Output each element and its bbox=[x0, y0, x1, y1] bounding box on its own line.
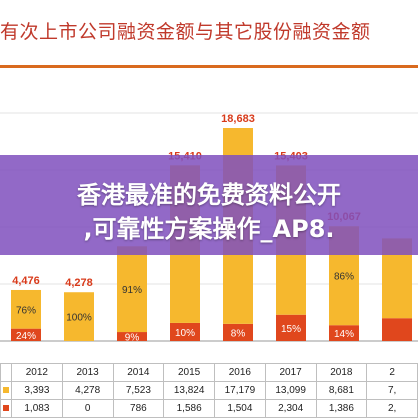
bar-segment-upper-2013 bbox=[64, 292, 94, 341]
bar-segment-lower-2016 bbox=[223, 323, 253, 341]
promo-overlay-banner: 香港最准的免费资料公开 ,可靠性方案操作_AP8. bbox=[0, 155, 418, 255]
data-label-lower-2015: 10% bbox=[175, 328, 195, 339]
table-cell: 2015 bbox=[163, 363, 215, 382]
table-key-cell bbox=[0, 381, 12, 400]
chart-title: 有次上市公司融资金额与其它股份融资金额 bbox=[0, 21, 371, 43]
table-year-row: 2012 2013 2014 2015 2016 2017 2018 2 bbox=[0, 363, 418, 382]
table-cell: 2 bbox=[366, 363, 418, 382]
table-cell: 17,179 bbox=[214, 381, 266, 400]
bar-segment-lower-2017 bbox=[276, 314, 306, 341]
data-label-lower-2016: 8% bbox=[231, 328, 246, 339]
data-label-upper-2018: 86% bbox=[334, 272, 354, 283]
bar-segment-lower-2015 bbox=[170, 322, 200, 341]
data-label-lower-2018: 14% bbox=[334, 329, 354, 340]
table-row: 3,393 4,278 7,523 13,824 17,179 13,099 8,681 7, bbox=[0, 381, 418, 400]
legend-swatch bbox=[3, 405, 9, 412]
overlay-text-line-2: ,可靠性方案操作_AP8. bbox=[83, 215, 335, 243]
total-label-2016: 18,683 bbox=[221, 113, 255, 125]
legend-swatch bbox=[3, 387, 9, 394]
table-cell: 4,278 bbox=[61, 381, 114, 400]
table-cell: 1,386 bbox=[315, 399, 368, 418]
data-label-lower-2012: 24% bbox=[16, 331, 36, 342]
data-label-lower-2014: 9% bbox=[125, 333, 140, 344]
table-cell: 2012 bbox=[11, 363, 63, 382]
bar-segment-lower-2014 bbox=[117, 332, 147, 341]
bar-segment-lower-2012 bbox=[11, 328, 41, 341]
table-cell: 2014 bbox=[112, 363, 165, 382]
table-cell: 7, bbox=[366, 381, 418, 400]
bar-segment-lower-2018 bbox=[329, 325, 359, 341]
data-table: 2012 2013 2014 2015 2016 2017 2018 2 3,393 4,278 7… bbox=[0, 363, 418, 418]
table-cell: 13,824 bbox=[163, 381, 215, 400]
table-cell: 7,523 bbox=[112, 381, 165, 400]
table-cell: 2017 bbox=[264, 363, 317, 382]
table-cell: 786 bbox=[112, 399, 165, 418]
table-cell: 1,083 bbox=[11, 399, 63, 418]
data-label-upper-2013: 100% bbox=[66, 313, 92, 324]
table-cell: 2, bbox=[366, 399, 418, 418]
table-key-cell bbox=[0, 363, 12, 382]
table-cell: 2018 bbox=[315, 363, 368, 382]
table-key-cell bbox=[0, 399, 12, 418]
table-cell: 2,304 bbox=[264, 399, 317, 418]
table-cell: 1,586 bbox=[163, 399, 215, 418]
total-label-2012: 4,476 bbox=[12, 275, 40, 287]
table-cell: 8,681 bbox=[315, 381, 368, 400]
overlay-text-line-1: 香港最准的免费资料公开 bbox=[77, 181, 341, 209]
table-cell: 2016 bbox=[214, 363, 266, 382]
title-bar: 有次上市公司融资金额与其它股份融资金额 bbox=[0, 0, 418, 68]
table-cell: 3,393 bbox=[11, 381, 63, 400]
data-label-lower-2017: 15% bbox=[281, 324, 301, 335]
table-cell: 0 bbox=[61, 399, 114, 418]
bar-segment-upper-2014 bbox=[117, 246, 147, 333]
total-label-2013: 4,278 bbox=[65, 277, 93, 289]
table-cell: 2013 bbox=[61, 363, 114, 382]
table-row: 1,083 0 786 1,586 1,504 2,304 1,386 2, bbox=[0, 399, 418, 418]
bar-segment-upper-2012 bbox=[11, 289, 41, 329]
table-cell: 13,099 bbox=[264, 381, 317, 400]
table-cell: 1,504 bbox=[214, 399, 266, 418]
data-label-upper-2012: 76% bbox=[16, 305, 36, 316]
bar-segment-lower-2019 bbox=[382, 318, 412, 341]
data-label-upper-2014: 91% bbox=[122, 285, 142, 296]
